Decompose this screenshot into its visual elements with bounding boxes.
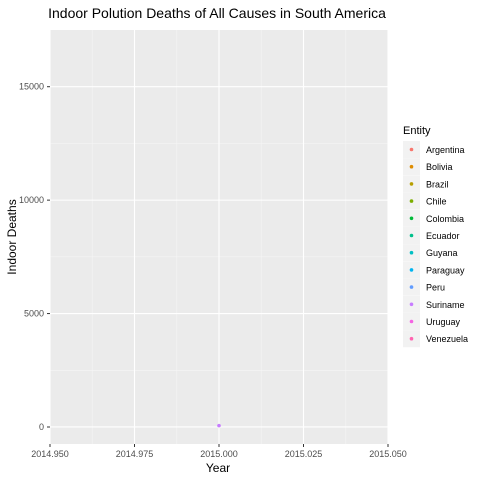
x-tick-label: 2014.950	[31, 449, 69, 459]
y-tick-label: 0	[39, 422, 44, 432]
legend-label: Guyana	[426, 248, 458, 258]
legend-marker	[409, 319, 414, 324]
data-points	[217, 423, 221, 428]
legend: Entity Argentina Bolivia Brazil Chile Colomb…	[403, 125, 468, 348]
x-tick-label: 2014.975	[116, 449, 154, 459]
chart-title: Indoor Polution Deaths of All Causes in …	[48, 5, 386, 21]
legend-marker	[409, 233, 414, 238]
legend-marker	[409, 250, 414, 255]
legend-label: Bolivia	[426, 162, 453, 172]
legend-marker	[409, 302, 414, 307]
legend-label: Brazil	[426, 179, 449, 189]
legend-label: Suriname	[426, 300, 465, 310]
legend-marker	[409, 336, 414, 341]
legend-marker	[409, 182, 414, 186]
legend-marker	[409, 285, 414, 289]
legend-label: Peru	[426, 283, 445, 293]
y-tick-label: 15000	[19, 82, 44, 92]
x-axis-ticks: 2014.950 2014.975 2015.000 2015.025 2015.050	[31, 444, 407, 459]
major-gridlines	[49, 30, 389, 444]
legend-label: Ecuador	[426, 231, 460, 241]
y-tick-label: 5000	[24, 309, 44, 319]
data-point	[217, 423, 221, 428]
legend-label: Chile	[426, 197, 447, 207]
legend-marker	[409, 164, 414, 169]
legend-title: Entity	[403, 125, 431, 137]
legend-marker	[409, 147, 414, 152]
y-axis-label: Indoor Deaths	[5, 199, 19, 274]
legend-label: Colombia	[426, 214, 464, 224]
x-tick-label: 2015.050	[369, 449, 407, 459]
x-tick-label: 2015.000	[200, 449, 238, 459]
y-axis-ticks: 0 5000 10000 15000	[19, 82, 50, 432]
legend-label: Venezuela	[426, 334, 468, 344]
legend-label: Paraguay	[426, 265, 465, 275]
x-axis-label: Year	[206, 461, 230, 475]
y-tick-label: 10000	[19, 195, 44, 205]
legend-label: Uruguay	[426, 317, 461, 327]
legend-marker	[409, 268, 414, 272]
legend-marker	[409, 216, 414, 221]
x-tick-label: 2015.025	[285, 449, 323, 459]
legend-label: Argentina	[426, 145, 465, 155]
legend-marker	[409, 199, 414, 203]
